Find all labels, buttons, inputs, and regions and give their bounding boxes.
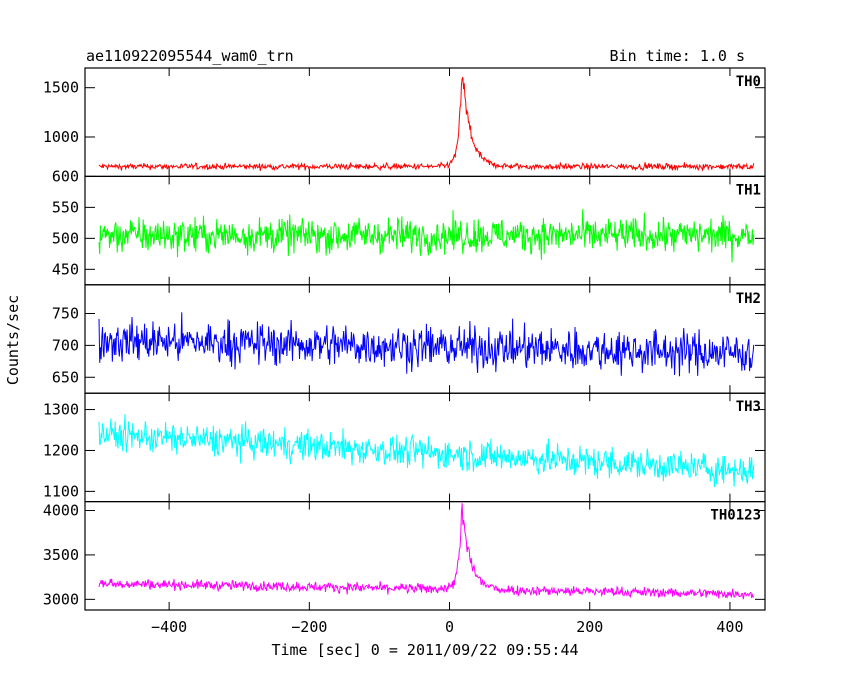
bin-time-label: Bin time: 1.0 s bbox=[610, 47, 745, 65]
panel-th3: 1100 1200 1300 TH3 bbox=[43, 392, 766, 503]
series-label-th0123: TH0123 bbox=[710, 508, 761, 524]
series-line-th3 bbox=[98, 414, 755, 488]
chart-title: ae110922095544_wam0_trn bbox=[86, 47, 294, 65]
panel-th0: 600 1000 1500 TH0 bbox=[43, 67, 766, 185]
x-tick-label: −400 bbox=[151, 618, 187, 636]
x-axis-label: Time [sec] 0 = 2011/09/22 09:55:44 bbox=[271, 641, 578, 659]
y-tick-label: 1300 bbox=[43, 401, 79, 419]
x-tick-label: 0 bbox=[445, 618, 454, 636]
series-label-th3: TH3 bbox=[736, 399, 761, 415]
series-label-th2: TH2 bbox=[736, 291, 761, 307]
x-tick-label: −200 bbox=[291, 618, 327, 636]
series-line-th1 bbox=[98, 209, 755, 263]
series-line-th0123 bbox=[98, 503, 755, 600]
series-line-th0 bbox=[98, 76, 755, 172]
y-tick-label: 1500 bbox=[43, 79, 79, 97]
y-tick-label: 450 bbox=[52, 260, 79, 278]
y-tick-label: 550 bbox=[52, 198, 79, 216]
series-line-th2 bbox=[98, 312, 755, 377]
x-tick-label: 400 bbox=[716, 618, 743, 636]
y-tick-label: 1100 bbox=[43, 482, 79, 500]
panel-frame bbox=[84, 67, 766, 178]
y-tick-label: 650 bbox=[52, 368, 79, 386]
series-label-th1: TH1 bbox=[736, 182, 761, 198]
y-tick-label: 1200 bbox=[43, 441, 79, 459]
y-axis-label: Counts/sec bbox=[4, 295, 22, 385]
y-tick-label: 1000 bbox=[43, 128, 79, 146]
panel-frame bbox=[84, 501, 766, 611]
panel-th1: 450 500 550 TH1 bbox=[52, 175, 766, 286]
y-tick-label: 4000 bbox=[43, 501, 79, 519]
series-label-th0: TH0 bbox=[736, 74, 761, 90]
y-tick-label: 750 bbox=[52, 304, 79, 322]
y-tick-label: 700 bbox=[52, 336, 79, 354]
x-tick-label: 200 bbox=[576, 618, 603, 636]
y-tick-label: 3500 bbox=[43, 546, 79, 564]
panel-th2: 650 700 750 TH2 bbox=[52, 284, 766, 394]
y-tick-label: 3000 bbox=[43, 590, 79, 608]
y-tick-label: 500 bbox=[52, 229, 79, 247]
panels: 600 1000 1500 TH0 450 500 550 TH1 650 700 750 TH2 11… bbox=[43, 67, 766, 636]
y-tick-label: 600 bbox=[52, 167, 79, 185]
panel-th0123: 3000 3500 4000 TH0123 bbox=[43, 501, 766, 611]
